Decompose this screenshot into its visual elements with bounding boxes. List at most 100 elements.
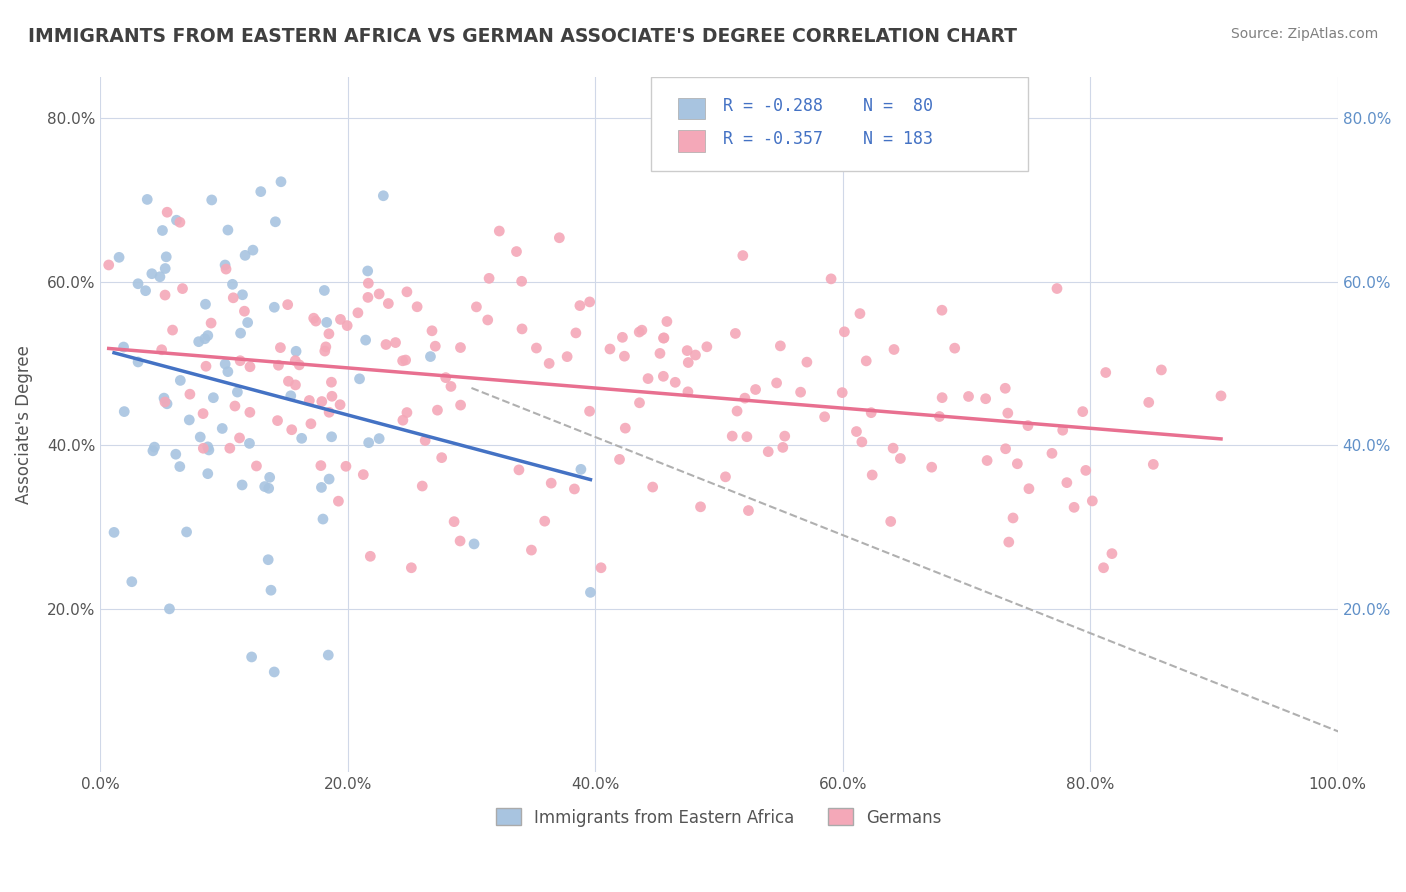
Point: [311, 394, 333, 409]
Point: [315, 340, 337, 354]
Point: [288, 358, 311, 372]
Point: [233, 304, 256, 318]
Point: [336, 318, 359, 333]
Point: [315, 315, 337, 329]
Point: [1017, 418, 1039, 433]
Point: [702, 156, 724, 170]
Point: [678, 355, 700, 369]
Point: [1137, 395, 1160, 409]
Point: [652, 331, 675, 345]
Point: [156, 397, 179, 411]
Point: [609, 452, 631, 467]
Point: [997, 535, 1019, 549]
Point: [628, 396, 651, 410]
Point: [318, 326, 340, 341]
Point: [394, 353, 416, 368]
Point: [796, 355, 818, 369]
Point: [112, 340, 135, 354]
Point: [789, 385, 811, 400]
Point: [463, 537, 485, 551]
Point: [357, 264, 380, 278]
Point: [831, 385, 853, 400]
Point: [420, 324, 443, 338]
Point: [267, 358, 290, 372]
Point: [889, 451, 911, 466]
Point: [309, 458, 332, 473]
Point: [318, 405, 340, 419]
Point: [169, 373, 191, 387]
Point: [395, 406, 418, 420]
Point: [298, 393, 321, 408]
Point: [321, 430, 343, 444]
Point: [540, 476, 562, 491]
Point: [357, 290, 380, 304]
Point: [302, 311, 325, 326]
Point: [318, 472, 340, 486]
Point: [860, 467, 883, 482]
Point: [652, 331, 675, 345]
Point: [882, 441, 904, 455]
Point: [141, 267, 163, 281]
Point: [314, 284, 336, 298]
Point: [215, 262, 238, 277]
Point: [599, 342, 621, 356]
Point: [316, 648, 339, 662]
Point: [860, 406, 883, 420]
Point: [769, 339, 792, 353]
Y-axis label: Associate's Degree: Associate's Degree: [15, 345, 32, 504]
Point: [229, 353, 252, 368]
Point: [127, 277, 149, 291]
Point: [329, 398, 352, 412]
Point: [165, 447, 187, 461]
Point: [931, 303, 953, 318]
Point: [149, 269, 172, 284]
Point: [1002, 511, 1025, 525]
Point: [224, 399, 246, 413]
Point: [142, 443, 165, 458]
Point: [724, 326, 747, 341]
Point: [214, 258, 236, 272]
Point: [465, 300, 488, 314]
Point: [689, 500, 711, 514]
Point: [510, 322, 533, 336]
Point: [994, 381, 1017, 395]
Point: [221, 277, 243, 292]
Point: [1063, 500, 1085, 515]
Point: [773, 429, 796, 443]
Point: [359, 549, 381, 564]
Point: [156, 205, 179, 219]
Point: [135, 284, 157, 298]
Point: [239, 359, 262, 374]
Point: [578, 294, 600, 309]
Point: [419, 350, 441, 364]
Point: [377, 296, 399, 310]
Point: [166, 213, 188, 227]
Point: [257, 552, 280, 566]
Point: [548, 231, 571, 245]
Point: [112, 404, 135, 418]
Point: [179, 387, 201, 401]
Point: [1018, 482, 1040, 496]
Point: [249, 185, 271, 199]
Point: [245, 458, 267, 473]
Point: [155, 250, 177, 264]
Point: [217, 365, 239, 379]
Text: R = -0.357    N = 183: R = -0.357 N = 183: [723, 129, 932, 147]
Point: [357, 277, 380, 291]
Point: [349, 372, 371, 386]
Point: [555, 350, 578, 364]
Point: [1150, 363, 1173, 377]
Point: [814, 409, 837, 424]
Point: [578, 404, 600, 418]
Point: [1092, 560, 1115, 574]
Point: [426, 403, 449, 417]
Point: [127, 355, 149, 369]
Point: [676, 343, 699, 358]
Point: [395, 285, 418, 299]
Point: [1046, 281, 1069, 295]
Point: [347, 306, 370, 320]
Point: [357, 435, 380, 450]
Point: [240, 649, 263, 664]
Point: [375, 337, 398, 351]
Point: [236, 316, 259, 330]
